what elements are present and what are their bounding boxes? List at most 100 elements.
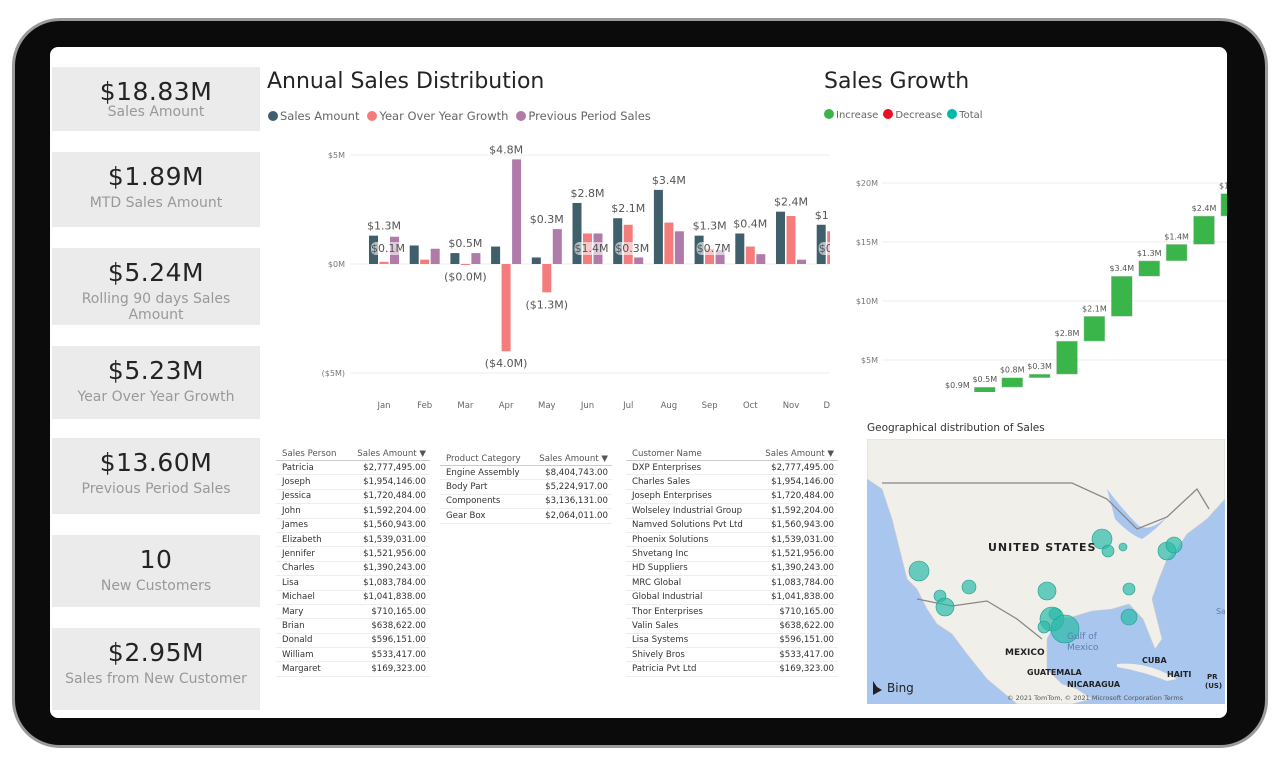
sales-bubble[interactable]	[1091, 528, 1113, 550]
sales-bubble[interactable]	[935, 597, 955, 617]
table-row[interactable]: Shively Bros $533,417.00	[626, 648, 838, 663]
sales-bubble[interactable]	[1050, 614, 1080, 644]
kpi-card[interactable]: $5.24M Rolling 90 days Sales Amount	[52, 248, 260, 325]
sales-bubble[interactable]	[1165, 536, 1183, 554]
table-row[interactable]: Mary $710,165.00	[276, 605, 430, 620]
waterfall-bar-jun[interactable]	[1056, 340, 1078, 375]
waterfall-bar-aug[interactable]	[1111, 275, 1133, 317]
legend-previous-period[interactable]: Previous Period Sales	[516, 109, 651, 123]
sales-person-table[interactable]: Sales Person Sales Amount ▼ Patricia $2,777…	[276, 447, 430, 677]
sales-bubble[interactable]	[1122, 582, 1136, 596]
table-row[interactable]: Patricia Pvt Ltd $169,323.00	[626, 662, 838, 677]
table-row[interactable]: Body Part $5,224,917.00	[440, 480, 612, 495]
table-row[interactable]: Brian $638,622.00	[276, 619, 430, 634]
kpi-card[interactable]: $2.95M Sales from New Customer	[52, 628, 260, 710]
bar-oct-prev[interactable]	[756, 254, 766, 264]
waterfall-bar-may[interactable]	[1028, 373, 1051, 378]
bar-may-yoy[interactable]	[542, 264, 552, 293]
table-row[interactable]: MRC Global $1,083,784.00	[626, 576, 838, 591]
product-category-table[interactable]: Product Category Sales Amount ▼ Engine Ass…	[440, 452, 612, 524]
table-row[interactable]: Elizabeth $1,539,031.00	[276, 533, 430, 548]
bar-may-sales[interactable]	[531, 257, 541, 264]
table-row[interactable]: Gear Box $2,064,011.00	[440, 509, 612, 524]
table-row[interactable]: Lisa $1,083,784.00	[276, 576, 430, 591]
table-row[interactable]: Jessica $1,720,484.00	[276, 490, 430, 505]
column-header[interactable]: Sales Person	[282, 448, 337, 459]
table-row[interactable]: Wolseley Industrial Group $1,592,204.00	[626, 504, 838, 519]
table-row[interactable]: Global Industrial $1,041,838.00	[626, 591, 838, 605]
bar-apr-sales[interactable]	[491, 246, 501, 264]
kpi-card[interactable]: $18.83M Sales Amount	[52, 67, 260, 131]
table-row[interactable]: Lisa Systems $596,151.00	[626, 634, 838, 649]
sales-bubble[interactable]	[1101, 544, 1115, 558]
sales-growth-chart[interactable]: $20M$15M$10M$5M$0M$1.3M$0.9M$0.5M$0.8M$0…	[820, 122, 1227, 392]
column-header[interactable]: Product Category	[446, 453, 521, 464]
waterfall-bar-oct[interactable]	[1165, 244, 1188, 262]
customer-table[interactable]: Customer Name Sales Amount ▼ DXP Enterpris…	[626, 447, 838, 677]
bar-may-prev[interactable]	[552, 229, 562, 264]
table-row[interactable]: Thor Enterprises $710,165.00	[626, 605, 838, 620]
column-header[interactable]: Customer Name	[632, 448, 702, 459]
waterfall-bar-jul[interactable]	[1083, 316, 1106, 342]
table-row[interactable]: John $1,592,204.00	[276, 504, 430, 519]
bar-nov-sales[interactable]	[776, 211, 785, 264]
table-row[interactable]: DXP Enterprises $2,777,495.00	[626, 461, 838, 476]
kpi-card[interactable]: 10 New Customers	[52, 535, 260, 607]
kpi-card[interactable]: $5.23M Year Over Year Growth	[52, 346, 260, 419]
table-row[interactable]: Shvetang Inc $1,521,956.00	[626, 547, 838, 562]
bar-jul-sales[interactable]	[613, 218, 623, 264]
table-row[interactable]: Charles $1,390,243.00	[276, 562, 430, 577]
annual-sales-chart[interactable]: $5M $0M ($5M) Jan Feb Mar Apr May Jun Jul Aug Sep Oc…	[250, 137, 830, 417]
bar-feb-prev[interactable]	[430, 248, 440, 264]
bar-apr-prev[interactable]	[512, 159, 522, 264]
waterfall-bar-dec[interactable]	[1220, 193, 1227, 217]
kpi-card[interactable]: $1.89M MTD Sales Amount	[52, 152, 260, 227]
bar-feb-sales[interactable]	[409, 245, 419, 264]
table-row[interactable]: HD Suppliers $1,390,243.00	[626, 562, 838, 577]
bar-feb-yoy[interactable]	[420, 259, 430, 264]
kpi-card[interactable]: $13.60M Previous Period Sales	[52, 438, 260, 514]
bar-jan-yoy[interactable]	[379, 261, 389, 264]
legend-increase[interactable]: Increase	[824, 109, 878, 121]
bar-jul-prev[interactable]	[634, 257, 644, 264]
bar-mar-yoy[interactable]	[460, 264, 470, 265]
table-row[interactable]: Joseph $1,954,146.00	[276, 475, 430, 490]
column-header-sorted[interactable]: Sales Amount ▼	[752, 449, 838, 459]
legend-decrease[interactable]: Decrease	[883, 109, 942, 121]
bar-aug-sales[interactable]	[653, 189, 663, 264]
table-row[interactable]: Donald $596,151.00	[276, 634, 430, 649]
table-row[interactable]: Charles Sales $1,954,146.00	[626, 475, 838, 490]
waterfall-bar-apr[interactable]	[1001, 377, 1023, 388]
table-row[interactable]: William $533,417.00	[276, 648, 430, 663]
legend-sales-amount[interactable]: Sales Amount	[268, 109, 359, 123]
column-header-sorted[interactable]: Sales Amount ▼	[350, 449, 430, 459]
table-row[interactable]: Jennifer $1,521,956.00	[276, 547, 430, 562]
sales-map[interactable]: UNITED STATES MEXICO Gulf of Mexico CUBA…	[867, 439, 1225, 704]
waterfall-bar-nov[interactable]	[1193, 215, 1215, 245]
bar-mar-prev[interactable]	[471, 253, 481, 264]
bar-mar-sales[interactable]	[450, 253, 460, 264]
bar-oct-yoy[interactable]	[745, 246, 755, 264]
table-row[interactable]: Phoenix Solutions $1,539,031.00	[626, 533, 838, 548]
bar-oct-sales[interactable]	[735, 233, 745, 264]
sales-bubble[interactable]	[1120, 608, 1138, 626]
table-row[interactable]: Components $3,136,131.00	[440, 495, 612, 510]
column-header-sorted[interactable]: Sales Amount ▼	[532, 454, 612, 464]
table-row[interactable]: Engine Assembly $8,404,743.00	[440, 466, 612, 481]
waterfall-bar-mar[interactable]	[974, 386, 996, 392]
table-row[interactable]: Margaret $169,323.00	[276, 662, 430, 677]
sales-bubble[interactable]	[1037, 581, 1057, 601]
bar-nov-yoy[interactable]	[786, 216, 796, 264]
table-row[interactable]: James $1,560,943.00	[276, 519, 430, 533]
table-row[interactable]: Michael $1,041,838.00	[276, 591, 430, 605]
bar-sep-yoy[interactable]	[705, 248, 715, 264]
sales-bubble[interactable]	[908, 560, 930, 582]
table-row[interactable]: Patricia $2,777,495.00	[276, 461, 430, 476]
sales-bubble[interactable]	[961, 579, 977, 595]
table-row[interactable]: Namved Solutions Pvt Ltd $1,560,943.00	[626, 519, 838, 533]
bar-apr-yoy[interactable]	[501, 264, 511, 352]
sales-bubble[interactable]	[1118, 542, 1128, 552]
bar-nov-prev[interactable]	[797, 259, 806, 264]
map-attribution[interactable]: © 2021 TomTom, © 2021 Microsoft Corporat…	[1007, 694, 1184, 702]
bar-aug-prev[interactable]	[674, 231, 684, 264]
